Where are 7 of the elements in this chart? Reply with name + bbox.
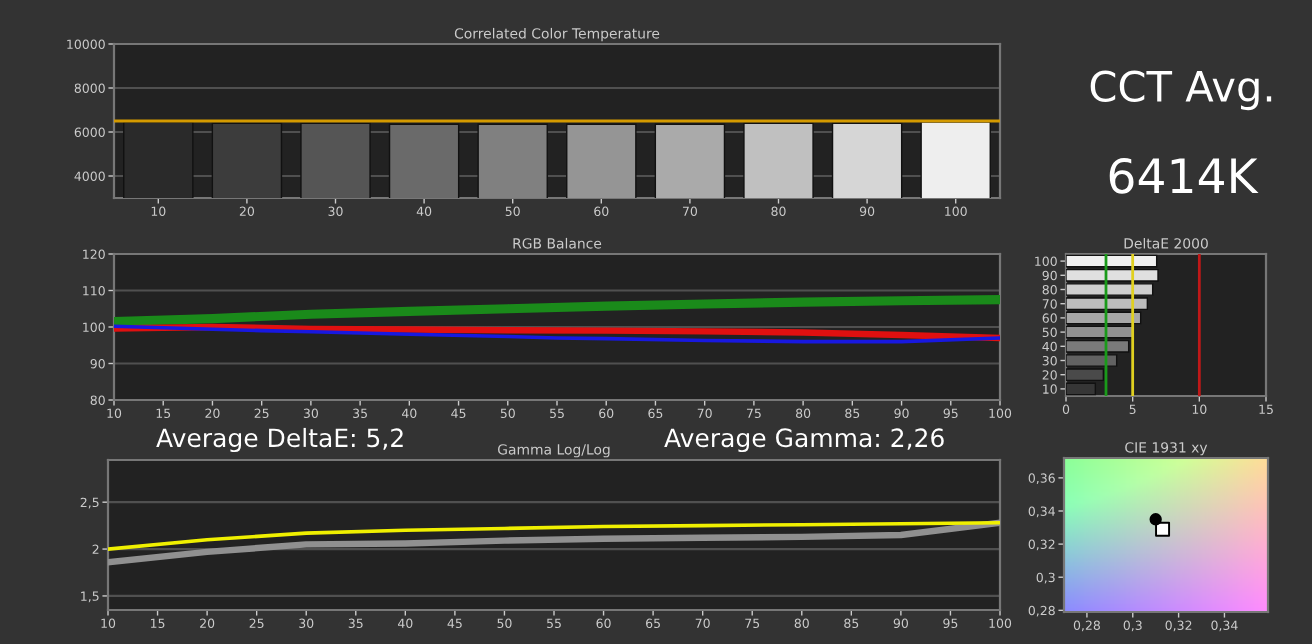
line-series bbox=[114, 295, 1000, 327]
text: 6414K bbox=[1109, 157, 1259, 194]
text: Average DeltaE: 5,2 bbox=[156, 427, 403, 453]
text: Average Gamma: 2,26 bbox=[664, 428, 944, 453]
line-series bbox=[108, 519, 1000, 566]
line-series bbox=[108, 521, 1000, 551]
text: CCT Avg. bbox=[1090, 70, 1272, 111]
